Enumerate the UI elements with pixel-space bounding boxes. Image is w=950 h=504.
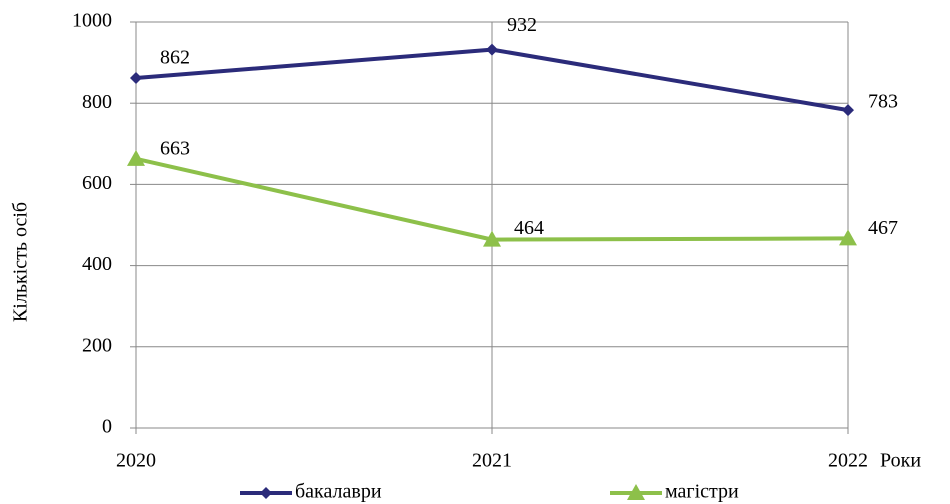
y-axis-label: Кількість осіб bbox=[10, 202, 32, 322]
data-label: 464 bbox=[514, 217, 544, 239]
data-label: 932 bbox=[507, 14, 537, 36]
point-marker bbox=[127, 149, 145, 166]
y-tick-label: 200 bbox=[82, 334, 112, 356]
y-tick-label: 600 bbox=[82, 172, 112, 194]
data-label: 467 bbox=[868, 217, 898, 239]
legend-marker bbox=[627, 484, 645, 500]
x-tick-label: 2022 bbox=[828, 450, 868, 472]
y-tick-label: 0 bbox=[102, 416, 112, 438]
point-marker bbox=[483, 230, 501, 247]
x-tick-label: 2021 bbox=[472, 450, 512, 472]
legend-label: магістри bbox=[665, 481, 739, 503]
y-tick-label: 1000 bbox=[72, 10, 112, 32]
legend-marker bbox=[260, 487, 272, 499]
data-label: 783 bbox=[868, 91, 898, 113]
data-label: 663 bbox=[160, 137, 190, 159]
point-marker bbox=[130, 72, 142, 85]
point-marker bbox=[839, 229, 857, 246]
x-tick-label: 2020 bbox=[116, 450, 156, 472]
point-marker bbox=[486, 43, 498, 56]
x-axis-label: Роки bbox=[880, 450, 921, 472]
y-tick-label: 800 bbox=[82, 91, 112, 113]
point-marker bbox=[842, 104, 854, 117]
data-label: 862 bbox=[160, 47, 190, 69]
legend-label: бакалаври bbox=[295, 481, 382, 503]
y-tick-label: 400 bbox=[82, 253, 112, 275]
